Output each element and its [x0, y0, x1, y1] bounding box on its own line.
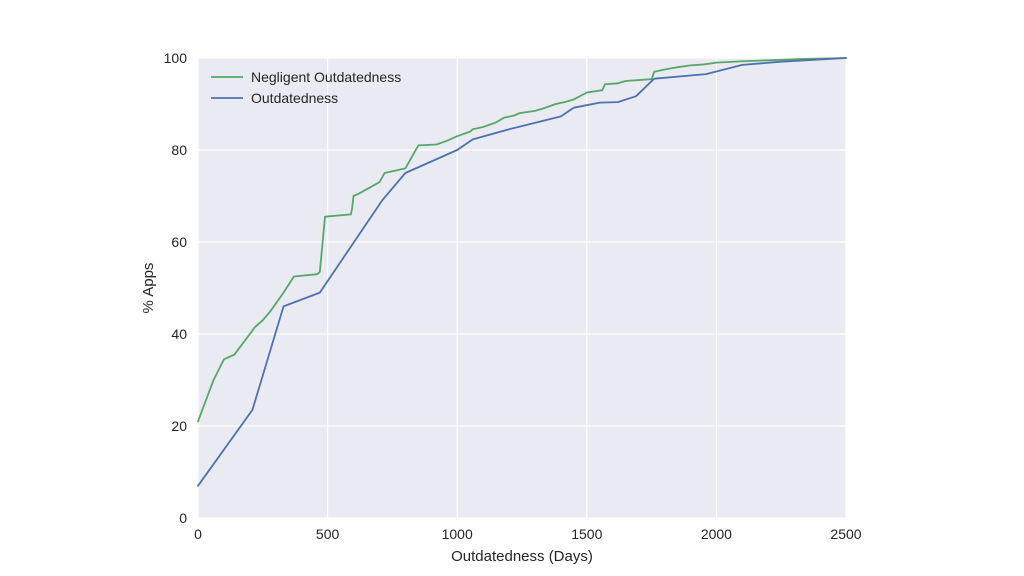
x-tick-label: 2000	[701, 526, 732, 542]
y-tick-label: 0	[179, 510, 187, 526]
plot-background	[198, 58, 846, 518]
series-line-negligent-outdatedness	[197, 57, 847, 423]
legend: Negligent Outdatedness Outdatedness	[211, 69, 401, 106]
x-axis-label: Outdatedness (Days)	[451, 548, 593, 565]
series-lines	[197, 57, 847, 487]
x-tick-label: 0	[194, 526, 202, 542]
y-tick-label: 60	[171, 234, 187, 250]
x-tick-label: 1500	[571, 526, 602, 542]
y-axis-label: % Apps	[140, 263, 157, 314]
y-tick-label: 40	[171, 326, 187, 342]
y-tick-label: 80	[171, 142, 187, 158]
x-tick-label: 1000	[442, 526, 473, 542]
tick-labels: 0 500 1000 1500 2000 2500 0 20 40 60 80 100	[164, 50, 862, 542]
x-tick-label: 2500	[830, 526, 861, 542]
legend-label: Outdatedness	[251, 90, 338, 106]
y-tick-label: 100	[164, 50, 188, 66]
legend-label: Negligent Outdatedness	[251, 69, 401, 85]
y-tick-label: 20	[171, 418, 187, 434]
series-line-outdatedness	[197, 57, 847, 487]
x-tick-label: 500	[316, 526, 340, 542]
gridlines	[197, 57, 847, 519]
